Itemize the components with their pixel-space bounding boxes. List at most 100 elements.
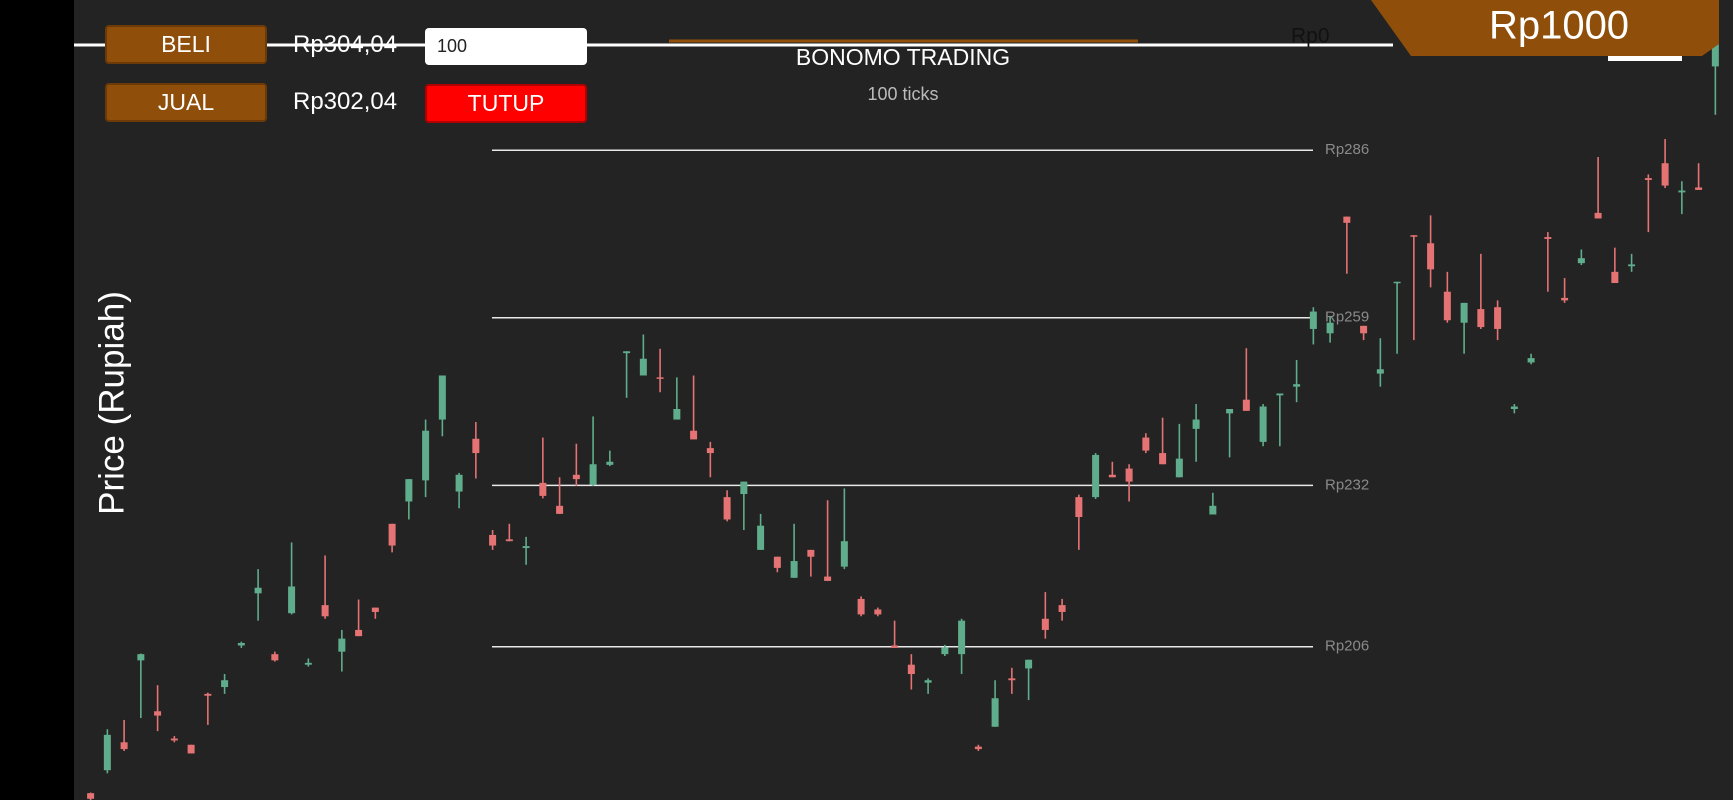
candle-body: [589, 464, 597, 485]
candle-body: [1293, 384, 1301, 387]
candle-body: [1092, 454, 1100, 498]
candle-body: [1577, 258, 1585, 264]
candle-body: [1075, 497, 1083, 517]
candle-body: [489, 534, 497, 546]
candle-body: [706, 448, 714, 454]
candle-body: [857, 598, 865, 615]
candle-body: [388, 523, 396, 546]
amount-input[interactable]: 100: [425, 28, 587, 65]
candle-body: [288, 586, 296, 614]
y-axis-label: Price (Rupiah): [92, 291, 131, 515]
candle-body: [991, 698, 999, 727]
candle-body: [1343, 216, 1351, 223]
candle-body: [1360, 325, 1368, 334]
plot-area: Rp286 Rp259 Rp232 Rp206: [87, 44, 1719, 800]
left-strip: [0, 0, 74, 800]
candle-body: [1678, 190, 1686, 193]
candle-body: [757, 525, 765, 550]
candle-body: [1644, 178, 1652, 180]
candle-body: [1309, 311, 1317, 329]
candle-body: [1041, 618, 1049, 630]
candle-body: [338, 638, 346, 652]
candle-body: [1410, 235, 1418, 237]
candle-body: [807, 549, 815, 557]
candle-body: [422, 430, 430, 481]
candle-body: [606, 461, 614, 465]
candle-body: [907, 664, 915, 675]
candle-body: [1175, 458, 1183, 478]
candle-body: [824, 576, 832, 581]
candle-body: [891, 645, 899, 648]
candle-body: [1242, 399, 1250, 411]
candle-body: [1661, 163, 1669, 186]
candle-body: [355, 629, 363, 637]
candle-body: [137, 654, 145, 661]
close-button[interactable]: TUTUP: [425, 84, 587, 123]
y-tick-label: Rp206: [1325, 638, 1369, 655]
candle-body: [154, 711, 162, 716]
candle-body: [1594, 212, 1602, 219]
candle-body: [1192, 419, 1200, 429]
candle-body: [1460, 302, 1468, 323]
candle-body: [371, 607, 379, 612]
banner-value: Rp1000: [1489, 4, 1629, 48]
candle-body: [1510, 406, 1518, 409]
candle-body: [1142, 437, 1150, 451]
candle-body: [187, 744, 195, 754]
candle-body: [438, 375, 446, 420]
candle-body: [455, 474, 463, 492]
candle-body: [271, 654, 279, 661]
y-tick-label: Rp259: [1325, 309, 1369, 326]
candle-body: [1628, 264, 1636, 267]
candle-body: [623, 351, 631, 354]
candle-body: [740, 481, 748, 495]
candle-body: [941, 647, 949, 655]
candle-body: [505, 539, 513, 542]
candle-body: [656, 377, 664, 379]
candle-body: [204, 693, 212, 696]
candle-body: [1058, 605, 1066, 612]
sell-price: Rp302,04: [293, 88, 398, 115]
candle-body: [1125, 468, 1133, 482]
candle-body: [1025, 659, 1033, 669]
candle-body: [1259, 406, 1267, 442]
candle-body: [1226, 408, 1234, 414]
candle-body: [1008, 678, 1016, 681]
candle-body: [254, 587, 262, 594]
candle-body: [103, 734, 111, 771]
candle-body: [1108, 474, 1116, 478]
candle-body: [1276, 393, 1284, 396]
chart-title: BONOMO TRADING: [796, 44, 1010, 70]
candle-body: [1494, 307, 1502, 329]
candle-body: [539, 482, 547, 496]
candle-body: [304, 662, 312, 665]
candle-body: [1159, 453, 1167, 465]
candle-body: [1376, 369, 1384, 374]
candle-body: [1443, 291, 1451, 321]
candle-body: [1711, 44, 1719, 67]
candle-body: [1326, 322, 1334, 334]
candle-body: [840, 541, 848, 567]
candle-body: [974, 746, 982, 750]
candle-body: [1695, 187, 1703, 190]
top-balance: Rp0: [1291, 25, 1330, 48]
buy-price: Rp304,04: [293, 31, 398, 58]
candle-body: [690, 430, 698, 440]
candle-body: [1393, 281, 1401, 284]
candle-body: [1209, 505, 1217, 515]
candle-body: [1561, 297, 1569, 301]
candle-body: [522, 546, 530, 549]
candle-body: [1477, 309, 1485, 328]
candle-body: [958, 620, 966, 655]
candle-body: [790, 561, 798, 578]
candle-body: [221, 680, 229, 688]
sell-button[interactable]: JUAL: [105, 83, 267, 122]
candle-body: [321, 605, 329, 617]
candle-body: [120, 742, 128, 750]
buy-button[interactable]: BELI: [105, 25, 267, 64]
y-tick-label: Rp232: [1325, 476, 1369, 493]
candle-body: [1611, 271, 1619, 284]
candle-body: [673, 408, 681, 420]
